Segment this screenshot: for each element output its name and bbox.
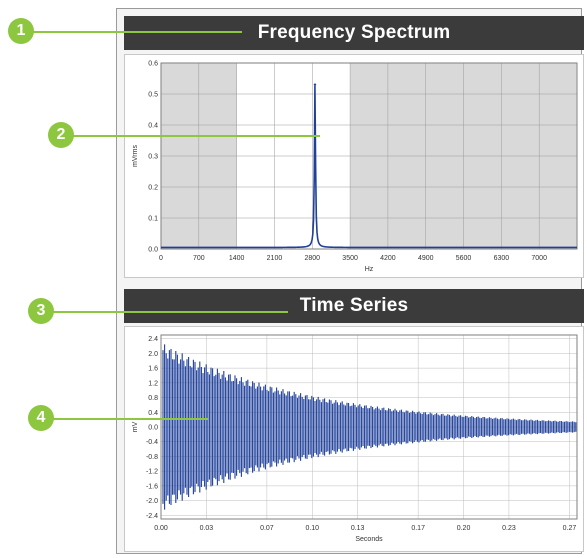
time-series-y-tick-label: 0.4 [148, 410, 158, 417]
spectrum-x-tick-label: 4200 [380, 255, 396, 262]
time-series-y-tick-label: 0.0 [148, 425, 158, 432]
callout-badge-1: 1 [8, 18, 34, 44]
spectrum-x-tick-label: 5600 [456, 255, 472, 262]
time-series-header: Time Series [124, 289, 584, 323]
time-series-title: Time Series [299, 295, 409, 316]
spectrum-plot: 0 700 1400 2100 2800 3500 4200 4900 5600 6300 7000… [124, 54, 584, 278]
time-series-y-axis-label: mV [132, 421, 139, 432]
spectrum-x-tick-label: 4900 [418, 255, 434, 262]
callout-badge-3: 3 [28, 298, 54, 324]
time-series-y-tick-label: -0.4 [146, 439, 158, 446]
callout-line-4 [44, 418, 208, 420]
callout-line-3 [44, 311, 288, 313]
time-series-y-tick-label: 2.0 [148, 351, 158, 358]
time-series-y-tick-label: -1.6 [146, 483, 158, 490]
spectrum-trace [161, 85, 577, 249]
time-series-x-tick-label: 0.23 [502, 525, 516, 532]
time-series-x-axis-label: Seconds [355, 536, 383, 543]
callout-badge-2: 2 [48, 122, 74, 148]
spectrum-y-tick-label: 0.0 [148, 247, 158, 254]
time-series-y-tick-label: 2.4 [148, 336, 158, 343]
time-series-plot: 0.00 0.03 0.07 0.10 0.13 0.17 0.20 0.23 0.27 2.4 2… [124, 326, 584, 552]
spectrum-x-tick-label: 3500 [342, 255, 358, 262]
time-series-x-tick-label: 0.13 [351, 525, 365, 532]
callout-line-1 [28, 31, 242, 33]
time-series-x-tick-label: 0.10 [305, 525, 319, 532]
spectrum-y-tick-label: 0.4 [148, 123, 158, 130]
time-series-y-tick-label: -2.4 [146, 513, 158, 520]
spectrum-x-tick-label: 7000 [531, 255, 547, 262]
spectrum-y-tick-label: 0.5 [148, 92, 158, 99]
time-series-x-tick-label: 0.27 [563, 525, 577, 532]
time-series-x-tick-label: 0.03 [200, 525, 214, 532]
time-series-y-tick-label: 0.8 [148, 395, 158, 402]
spectrum-y-tick-label: 0.6 [148, 61, 158, 68]
frequency-spectrum-title: Frequency Spectrum [257, 22, 451, 43]
spectrum-x-tick-label: 1400 [229, 255, 245, 262]
time-series-plot-border [160, 334, 578, 520]
spectrum-x-axis-label: Hz [365, 266, 374, 273]
spectrum-y-tick-label: 0.2 [148, 185, 158, 192]
time-series-y-tick-label: -2.0 [146, 498, 158, 505]
spectrum-x-tick-label: 0 [159, 255, 163, 262]
spectrum-chart: 0 700 1400 2100 2800 3500 4200 4900 5600 6300 7000… [132, 61, 578, 273]
spectrum-y-axis-label: mVrms [132, 145, 139, 167]
spectrum-y-tick-label: 0.3 [148, 154, 158, 161]
callout-badge-4: 4 [28, 405, 54, 431]
frequency-spectrum-header: Frequency Spectrum [124, 16, 584, 50]
time-series-x-tick-label: 0.20 [457, 525, 471, 532]
spectrum-plot-border [160, 62, 578, 250]
time-series-y-tick-label: -1.2 [146, 469, 158, 476]
time-series-chart: 0.00 0.03 0.07 0.10 0.13 0.17 0.20 0.23 0.27 2.4 2… [132, 334, 578, 543]
spectrum-x-tick-label: 700 [193, 255, 205, 262]
time-series-trace [162, 344, 577, 510]
callout-line-2 [62, 135, 320, 137]
time-series-x-tick-label: 0.07 [260, 525, 274, 532]
time-series-x-tick-label: 0.17 [411, 525, 425, 532]
spectrum-y-tick-label: 0.1 [148, 216, 158, 223]
time-series-y-tick-label: 1.2 [148, 380, 158, 387]
time-series-y-tick-label: -0.8 [146, 454, 158, 461]
spectrum-x-tick-label: 2100 [267, 255, 283, 262]
spectrum-peak [313, 83, 317, 86]
spectrum-x-tick-label: 6300 [494, 255, 510, 262]
time-series-x-tick-label: 0.00 [154, 525, 168, 532]
time-series-y-tick-label: 1.6 [148, 366, 158, 373]
spectrum-x-tick-label: 2800 [304, 255, 320, 262]
